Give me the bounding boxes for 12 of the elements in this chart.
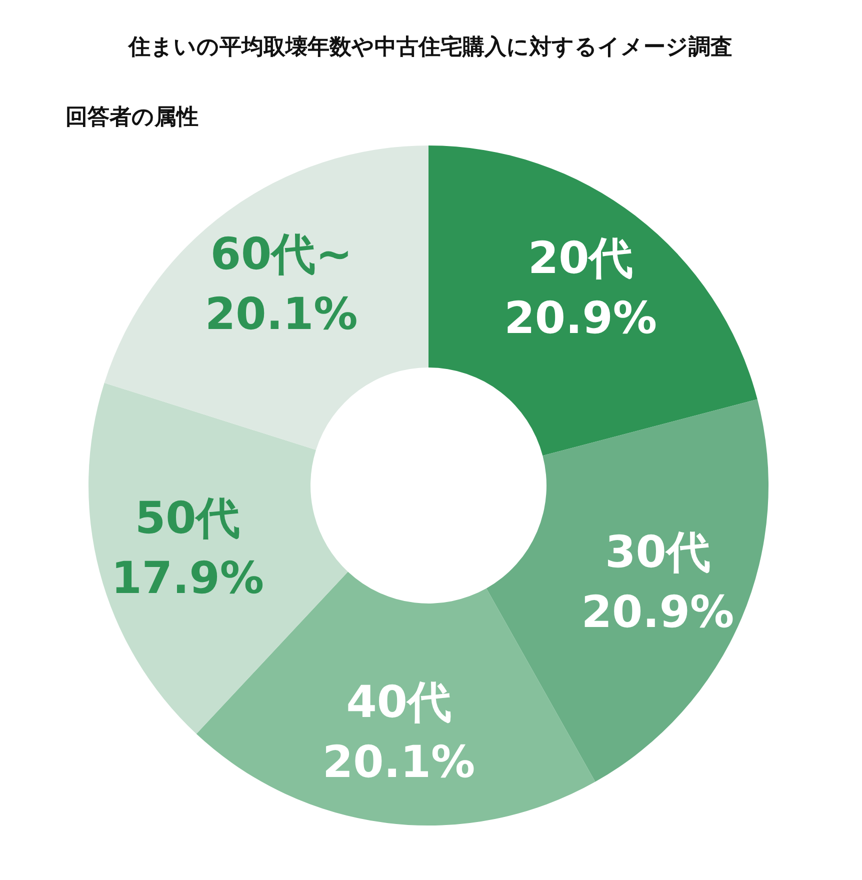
chart-title: 住まいの平均取壊年数や中古住宅購入に対するイメージ調査 — [128, 34, 732, 60]
slice-label: 40代 — [346, 677, 452, 728]
data-label: 20.1% — [205, 289, 358, 340]
chart-subtitle: 回答者の属性 — [66, 105, 198, 130]
slice-label: 30代 — [605, 527, 710, 578]
slice-label: 60代~ — [210, 229, 352, 280]
slice-label: 50代 — [135, 493, 240, 544]
data-label: 20.9% — [504, 292, 657, 344]
slice-label: 20代 — [528, 232, 634, 284]
data-label: 20.1% — [322, 737, 476, 788]
data-label: 17.9% — [111, 553, 264, 604]
data-label: 20.9% — [581, 587, 734, 638]
